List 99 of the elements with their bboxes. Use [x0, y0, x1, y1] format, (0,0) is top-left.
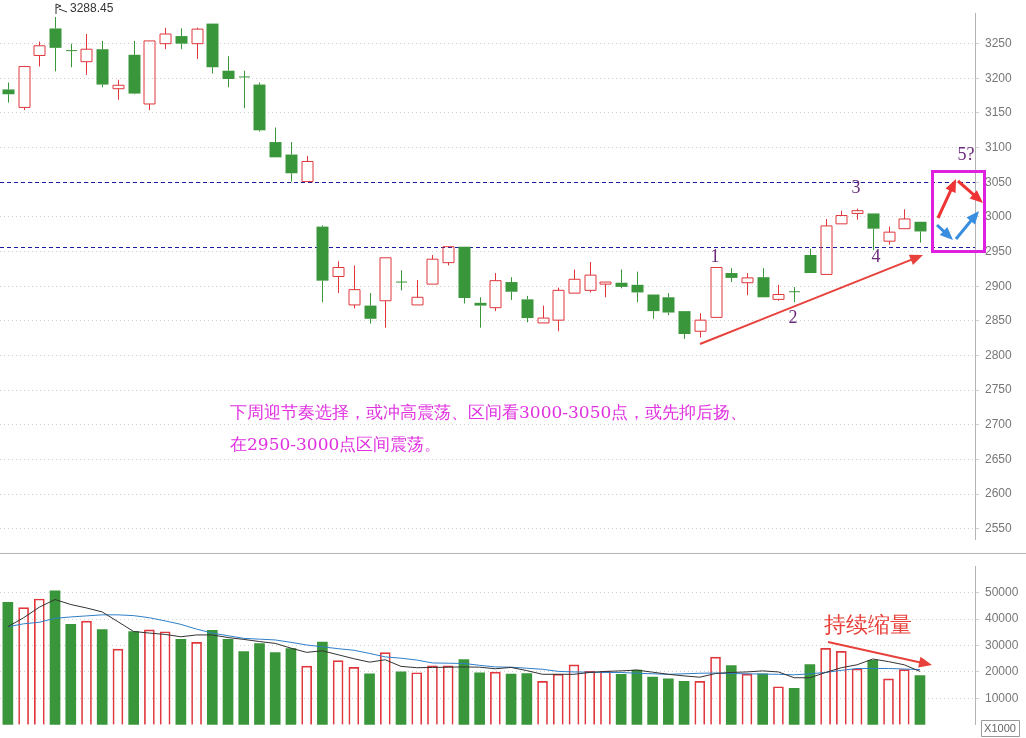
candlestick — [49, 16, 62, 72]
bar — [474, 672, 485, 725]
annotation: 下周迎节奏选择，或冲高震荡、区间看3000-3050点，或先抑后扬、在2950-3000点区间震荡。 — [230, 402, 748, 455]
bar — [725, 665, 737, 725]
candlestick — [285, 141, 298, 183]
y-tick-label: 2650 — [985, 451, 1013, 466]
candlestick — [898, 208, 911, 230]
candlestick — [253, 81, 266, 131]
candlestick — [379, 257, 392, 329]
y-tick-label: 3250 — [985, 36, 1013, 50]
candlestick — [395, 269, 408, 291]
y-tick-label: 3200 — [985, 70, 1013, 85]
candlestick — [757, 267, 770, 298]
bar — [206, 630, 218, 725]
bar — [49, 590, 61, 725]
bar — [364, 673, 375, 725]
candlestick — [348, 264, 361, 309]
candlestick — [238, 70, 251, 109]
annotation: 2 — [788, 306, 798, 327]
y-tick-label: 3150 — [985, 105, 1013, 120]
bar — [96, 629, 108, 725]
bar — [254, 643, 265, 725]
candlestick — [631, 271, 644, 303]
annotation: 持续缩量 — [824, 611, 912, 637]
bar — [788, 687, 800, 725]
bar — [505, 673, 517, 725]
candlestick — [426, 254, 439, 285]
candlestick — [537, 305, 550, 324]
bar — [2, 602, 14, 725]
candlestick — [867, 213, 880, 251]
y-tick-label: 2900 — [985, 278, 1013, 293]
y-tick-label: 3100 — [985, 139, 1013, 154]
bar — [285, 648, 297, 725]
y-tick-label: 30000 — [985, 637, 1019, 652]
text: X1000 — [984, 722, 1016, 735]
y-tick-label: 2850 — [985, 313, 1013, 328]
y-tick-label: 50000 — [985, 584, 1019, 599]
bar — [317, 641, 328, 725]
bar — [521, 673, 533, 725]
annotation: 3 — [851, 176, 861, 197]
y-tick-label: 2750 — [985, 382, 1013, 397]
bar — [175, 639, 187, 725]
candlestick — [458, 246, 471, 305]
annotation: 3288.45 — [70, 1, 114, 16]
candlestick — [725, 267, 738, 283]
candlestick — [206, 23, 219, 74]
candlestick — [694, 312, 707, 338]
y-tick-label: 3000 — [985, 209, 1013, 224]
bar — [647, 676, 658, 725]
candlestick — [96, 40, 109, 88]
candlestick — [647, 294, 660, 320]
candlestick — [599, 281, 612, 298]
bar — [395, 671, 407, 725]
candlestick — [474, 296, 487, 329]
candlestick — [505, 276, 518, 301]
candlestick — [332, 260, 345, 294]
y-tick-label: 2800 — [985, 347, 1013, 362]
candlestick — [112, 79, 125, 101]
y-tick-label: 2950 — [985, 243, 1013, 258]
candlestick — [788, 286, 801, 303]
bar — [269, 652, 281, 725]
y-tick-label: 20000 — [985, 664, 1019, 679]
candlestick — [914, 221, 927, 244]
candlestick — [364, 292, 377, 325]
y-tick-label: 3050 — [985, 174, 1013, 189]
bar — [867, 659, 879, 725]
candlestick — [175, 27, 188, 50]
bar — [678, 681, 690, 725]
bar — [914, 675, 926, 725]
candlestick — [316, 226, 329, 303]
candlestick — [568, 269, 581, 294]
candlestick — [269, 127, 282, 158]
candlestick — [741, 272, 754, 296]
candlestick — [80, 33, 93, 76]
y-tick-label: 2700 — [985, 417, 1013, 432]
candlestick — [411, 279, 424, 306]
bar — [222, 639, 234, 725]
bar — [757, 673, 769, 725]
candlestick — [128, 40, 141, 94]
bar — [615, 673, 627, 725]
y-tick-label: 10000 — [985, 690, 1019, 705]
bar — [238, 651, 250, 725]
annotation: 1 — [710, 245, 720, 266]
candlestick — [678, 311, 691, 340]
annotation: 5? — [957, 143, 975, 164]
y-tick-label: 40000 — [985, 611, 1019, 626]
candlestick — [222, 55, 235, 88]
y-tick-label: 2600 — [985, 486, 1013, 501]
bar — [128, 631, 139, 725]
candlestick — [33, 41, 46, 68]
bar — [65, 624, 77, 725]
candlestick — [772, 284, 785, 300]
candlestick — [65, 43, 78, 68]
candlestick — [2, 81, 15, 104]
candlestick — [489, 272, 502, 312]
candlestick — [804, 248, 817, 274]
annotation: 4 — [871, 245, 881, 266]
bar — [663, 678, 674, 725]
y-tick-label: 2550 — [985, 521, 1013, 536]
